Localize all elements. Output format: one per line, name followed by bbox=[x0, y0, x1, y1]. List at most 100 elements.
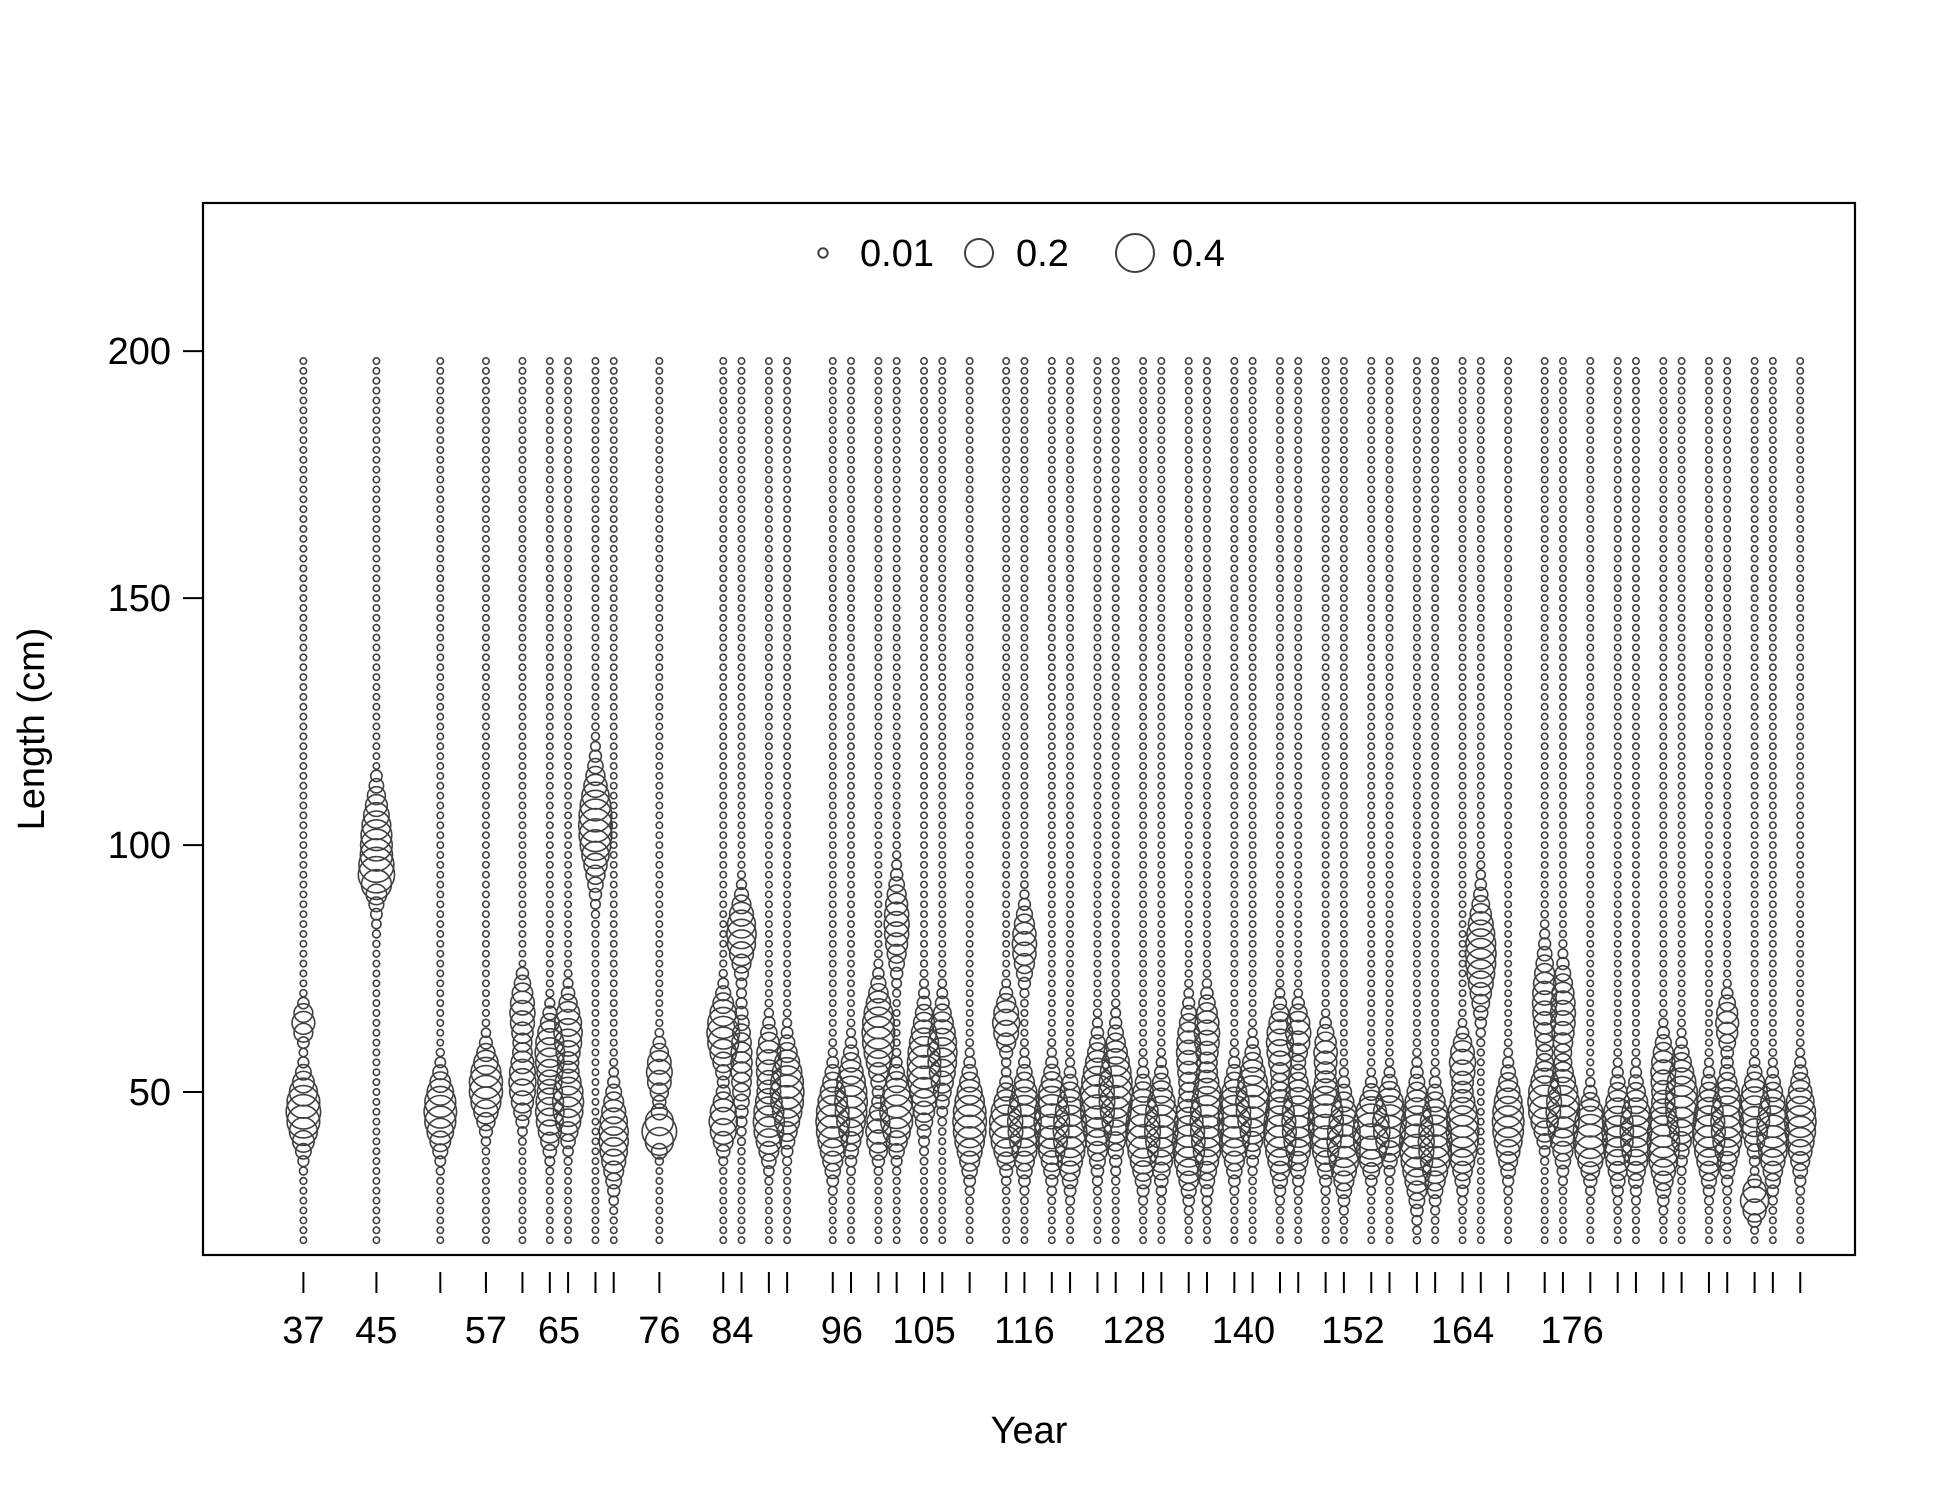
bubble-point bbox=[1020, 762, 1029, 771]
bubble-point bbox=[1613, 939, 1622, 948]
bubble-point bbox=[783, 998, 792, 1008]
bubble-point bbox=[1367, 732, 1376, 741]
bubble-point bbox=[764, 653, 773, 662]
bubble-point bbox=[591, 692, 600, 701]
bubble-point bbox=[764, 1206, 773, 1215]
bubble-point bbox=[1001, 978, 1012, 989]
bubble-point bbox=[1184, 781, 1193, 790]
bubble-point bbox=[1631, 1226, 1640, 1235]
bubble-point bbox=[372, 762, 381, 771]
bubble-point bbox=[1659, 515, 1668, 524]
bubble-point bbox=[1339, 643, 1348, 652]
bubble-point bbox=[1631, 771, 1640, 780]
bubble-point bbox=[609, 1038, 618, 1047]
bubble-point bbox=[1053, 1104, 1088, 1139]
bubble-point bbox=[1367, 416, 1376, 425]
bubble-point bbox=[847, 455, 856, 464]
bubble-point bbox=[372, 722, 381, 731]
bubble-point bbox=[369, 907, 383, 921]
bubble-point bbox=[1458, 989, 1467, 998]
bubble-point bbox=[1321, 850, 1330, 859]
bubble-point bbox=[1066, 386, 1075, 395]
bubble-point bbox=[1677, 515, 1686, 524]
bubble-point bbox=[1659, 900, 1668, 909]
bubble-point bbox=[545, 554, 554, 563]
bubble-point bbox=[1458, 643, 1467, 652]
bubble-point bbox=[1385, 475, 1394, 484]
bubble-point bbox=[655, 653, 664, 662]
bubble-point bbox=[734, 1005, 749, 1021]
bubble-point bbox=[1275, 910, 1284, 919]
bubble-point bbox=[1412, 831, 1421, 840]
bubble-point bbox=[299, 860, 308, 869]
bubble-point bbox=[1533, 962, 1556, 985]
bubble-point bbox=[1248, 791, 1257, 800]
bubble-point bbox=[783, 396, 792, 405]
bubble-point bbox=[1750, 673, 1759, 682]
bubble-point bbox=[1458, 742, 1467, 751]
bubble-point bbox=[1111, 910, 1120, 919]
bubble-point bbox=[1545, 1104, 1580, 1139]
bubble-point bbox=[892, 811, 901, 820]
bubble-point bbox=[920, 564, 929, 573]
bubble-point bbox=[1339, 910, 1348, 919]
bubble-point bbox=[1631, 1206, 1641, 1215]
bubble-point bbox=[1294, 742, 1303, 751]
bubble-point bbox=[1412, 584, 1421, 593]
bubble-point bbox=[609, 554, 618, 563]
bubble-point bbox=[1202, 416, 1211, 425]
bubble-point bbox=[1046, 1185, 1058, 1197]
bubble-point bbox=[1093, 929, 1102, 938]
bubble-point bbox=[1540, 1166, 1549, 1176]
bubble-point bbox=[1504, 722, 1513, 731]
bubble-point bbox=[1321, 445, 1330, 454]
bubble-point bbox=[1431, 781, 1440, 790]
bubble-point bbox=[1385, 436, 1394, 445]
year-column bbox=[1235, 357, 1271, 1245]
bubble-point bbox=[1385, 979, 1394, 988]
bubble-point bbox=[1491, 1105, 1525, 1139]
bubble-point bbox=[1248, 722, 1257, 731]
bubble-point bbox=[847, 643, 856, 652]
bubble-point bbox=[892, 396, 901, 405]
bubble-point bbox=[1650, 1059, 1677, 1086]
bubble-point bbox=[1431, 880, 1440, 889]
bubble-point bbox=[1079, 1083, 1116, 1120]
bubble-point bbox=[1430, 1215, 1440, 1225]
bubble-point bbox=[1540, 1216, 1549, 1225]
bubble-point bbox=[372, 732, 381, 741]
bubble-point bbox=[1659, 594, 1668, 603]
bubble-point bbox=[737, 603, 746, 612]
bubble-point bbox=[1139, 534, 1148, 543]
bubble-point bbox=[436, 1206, 445, 1215]
bubble-point bbox=[1367, 475, 1376, 484]
bubble-point bbox=[1066, 366, 1075, 375]
bubble-point bbox=[518, 949, 527, 958]
bubble-point bbox=[1431, 999, 1440, 1008]
bubble-point bbox=[518, 850, 527, 859]
x-tick-label: 128 bbox=[1102, 1310, 1165, 1352]
bubble-point bbox=[828, 732, 837, 741]
bubble-point bbox=[1294, 683, 1303, 692]
bubble-point bbox=[1139, 939, 1148, 948]
bubble-point bbox=[874, 683, 883, 692]
bubble-point bbox=[995, 992, 1017, 1014]
bubble-point bbox=[1047, 505, 1056, 514]
bubble-point bbox=[1741, 1117, 1769, 1146]
bubble-point bbox=[783, 564, 792, 573]
bubble-point bbox=[754, 1087, 783, 1116]
bubble-point bbox=[1275, 594, 1284, 603]
bubble-point bbox=[1019, 1038, 1029, 1048]
bubble-point bbox=[1339, 1226, 1349, 1235]
bubble-point bbox=[1230, 831, 1239, 840]
bubble-point bbox=[1504, 584, 1513, 593]
bubble-point bbox=[920, 781, 929, 790]
bubble-point bbox=[927, 1027, 958, 1058]
bubble-point bbox=[1431, 791, 1440, 800]
bubble-point bbox=[737, 485, 746, 494]
bubble-point bbox=[1002, 495, 1011, 504]
bubble-point bbox=[1412, 455, 1421, 464]
bubble-point bbox=[936, 1105, 949, 1118]
bubble-point bbox=[892, 712, 901, 721]
bubble-point bbox=[1458, 920, 1467, 929]
